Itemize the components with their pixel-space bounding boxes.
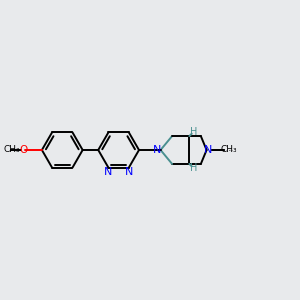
Text: H: H	[190, 127, 197, 137]
Text: N: N	[153, 145, 161, 155]
Text: methyl: methyl	[229, 149, 233, 151]
Text: N: N	[204, 145, 212, 155]
Text: H: H	[190, 163, 197, 173]
Text: CH₃: CH₃	[221, 146, 237, 154]
Text: CH₃: CH₃	[3, 146, 20, 154]
Text: N: N	[125, 167, 134, 177]
Text: N: N	[104, 167, 112, 177]
Text: O: O	[19, 145, 27, 155]
